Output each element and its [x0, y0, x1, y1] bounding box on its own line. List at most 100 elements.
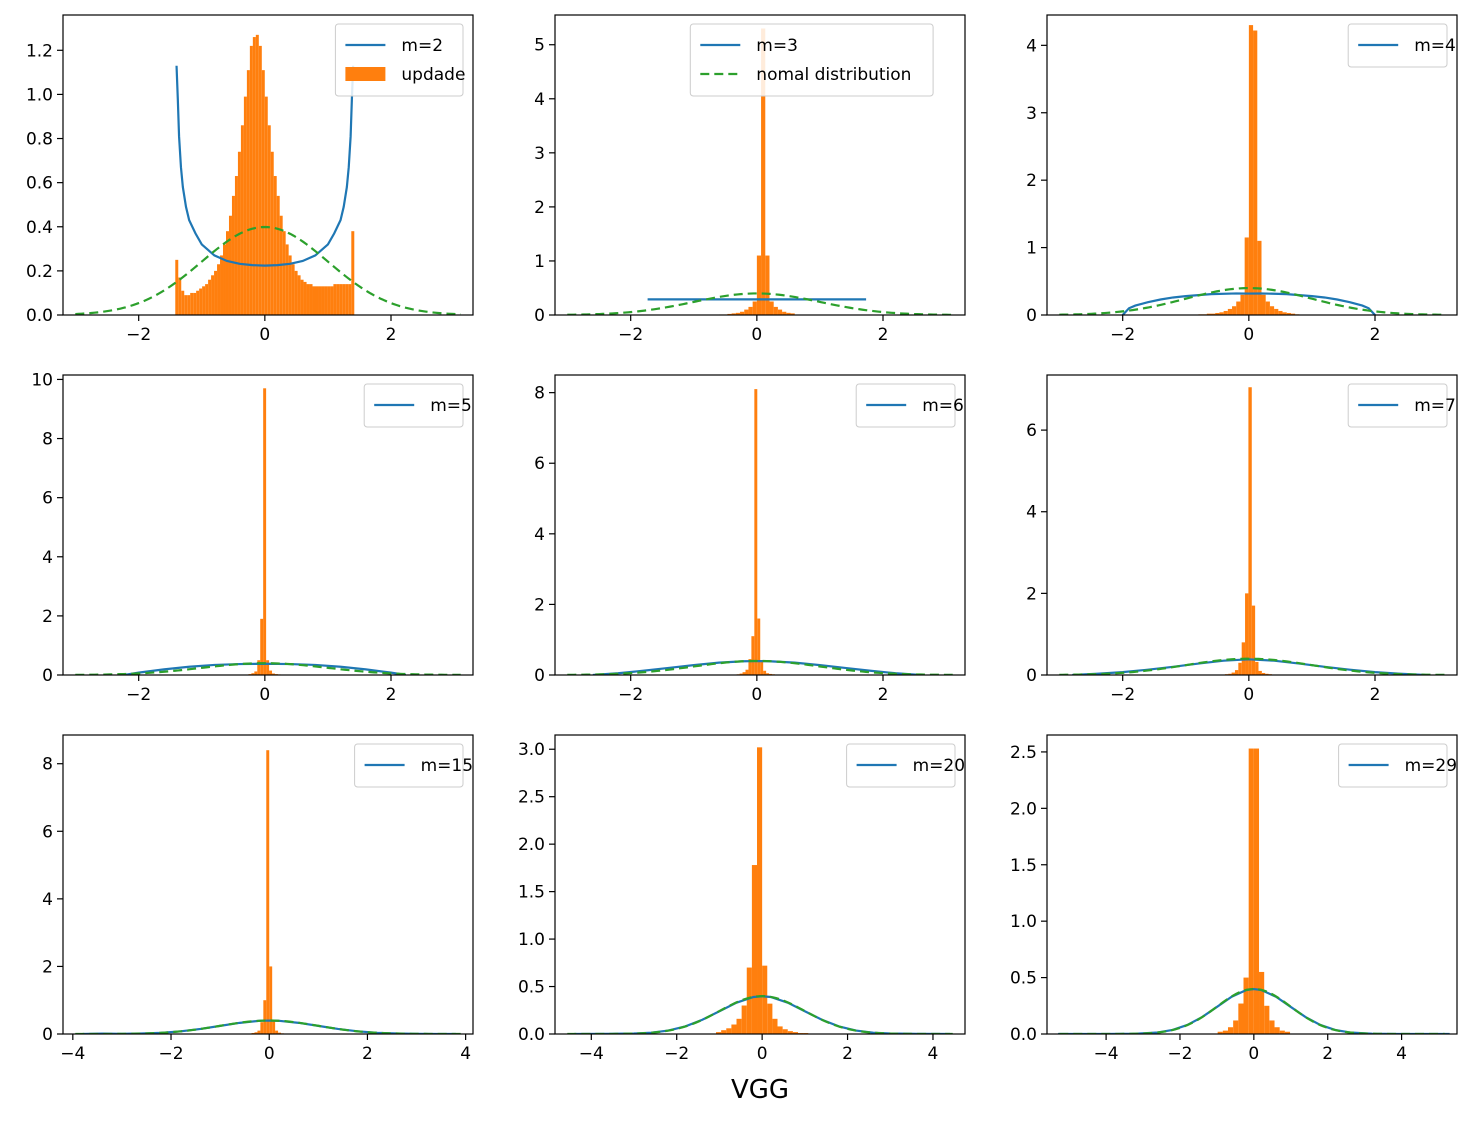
- hist-bar: [746, 967, 752, 1034]
- hist-bar: [740, 311, 745, 315]
- y-tick-label: 10: [31, 370, 53, 390]
- hist-bar: [1253, 30, 1258, 315]
- y-tick-label: 1.0: [518, 930, 545, 950]
- y-tick-label: 6: [42, 489, 53, 509]
- hist-bar: [787, 1031, 793, 1034]
- hist-bar: [269, 966, 273, 1034]
- hist-bar: [257, 1030, 261, 1034]
- hist-bar: [345, 284, 349, 315]
- x-tick-label: −2: [618, 685, 643, 705]
- x-tick-label: −4: [60, 1044, 85, 1064]
- normal-curve: [75, 225, 461, 315]
- x-tick-label: 0: [757, 1044, 768, 1064]
- hist-bar: [294, 270, 298, 315]
- hist-bar: [748, 659, 752, 675]
- hist-bar: [1231, 672, 1235, 675]
- legend-label: m=4: [1414, 36, 1456, 56]
- hist-bar: [258, 45, 262, 315]
- hist-bar: [243, 96, 247, 315]
- y-tick-label: 4: [42, 548, 53, 568]
- y-tick-label: 0: [534, 306, 545, 326]
- y-tick-label: 2: [42, 957, 53, 977]
- hist-bar: [217, 264, 221, 315]
- legend-label: m=7: [1414, 396, 1456, 416]
- legend-box: [689, 23, 934, 97]
- hist-bar: [1257, 240, 1262, 315]
- hist-bar: [276, 195, 280, 315]
- hist-bar: [1245, 593, 1249, 675]
- hist-bar: [782, 311, 787, 315]
- x-tick-label: −2: [126, 685, 151, 705]
- chart-m4: −2 0 2 0 1 2 3 4 m=4: [1026, 14, 1458, 345]
- hist-bar: [254, 1032, 258, 1034]
- hist-bar: [790, 313, 795, 315]
- hist-bar: [1248, 25, 1254, 315]
- y-tick-label: 2.5: [518, 788, 545, 808]
- hist-bar: [721, 1030, 727, 1034]
- x-tick-label: 0: [259, 685, 270, 705]
- hist-bar: [765, 255, 770, 315]
- hist-bar: [303, 281, 307, 315]
- hist-bar: [763, 670, 767, 675]
- hist-bar: [1236, 301, 1241, 315]
- legend: m=4: [1347, 23, 1456, 68]
- y-tick-label: 1.5: [518, 883, 545, 903]
- chart-m6: −2 0 2 0 2 4 6 8 m=6: [534, 374, 966, 705]
- y-tick-label: 4: [534, 525, 545, 545]
- hist-bar: [1264, 1005, 1270, 1034]
- hist-bar: [744, 309, 749, 315]
- y-tick-label: 1.0: [26, 85, 53, 105]
- hist-bar: [266, 750, 270, 1034]
- y-tick-label: 2: [1026, 171, 1037, 191]
- x-tick-label: 2: [878, 685, 889, 705]
- hist-bar: [324, 286, 328, 315]
- hist-bar: [260, 1022, 264, 1034]
- y-tick-label: 3: [534, 144, 545, 164]
- legend-label: m=15: [421, 756, 473, 776]
- hist-bar: [252, 37, 256, 315]
- x-tick-label: −2: [618, 325, 643, 345]
- hist-bar: [1223, 310, 1228, 315]
- hist-bar: [1248, 387, 1252, 675]
- series-line-m2: [175, 65, 355, 267]
- legend: m=29: [1338, 743, 1457, 788]
- legend-label: m=5: [430, 396, 472, 416]
- axes-frame: [554, 374, 966, 676]
- hist-bar: [751, 865, 758, 1034]
- hist-bar: [214, 270, 218, 315]
- hist-bar: [288, 255, 292, 315]
- hist-bar: [1282, 312, 1287, 315]
- hist-bar: [731, 1024, 737, 1034]
- x-tick-label: −2: [1110, 325, 1135, 345]
- x-tick-label: −4: [579, 1044, 604, 1064]
- hist-bar: [184, 295, 188, 315]
- hist-bar: [269, 670, 273, 675]
- hist-bar: [202, 286, 206, 315]
- hist-bar: [196, 290, 200, 315]
- y-tick-label: 0.5: [518, 978, 545, 998]
- hist-bar: [1265, 673, 1269, 675]
- hist-bar: [234, 176, 238, 315]
- hist-bar: [342, 284, 346, 315]
- y-tick-label: 0.0: [518, 1025, 545, 1045]
- legend-box: [334, 23, 464, 97]
- hist-bar: [777, 1026, 783, 1034]
- plot-area: [75, 388, 461, 675]
- hist-bar: [1269, 1020, 1275, 1034]
- hist-bar: [1261, 672, 1266, 675]
- legend: m=7: [1347, 383, 1456, 428]
- x-tick-label: −2: [1167, 1044, 1192, 1064]
- hist-bar: [309, 284, 313, 315]
- hist-bar: [767, 1003, 773, 1034]
- y-tick-label: 1.0: [1010, 912, 1037, 932]
- hist-bar: [726, 1028, 732, 1034]
- hist-bar: [266, 660, 270, 675]
- hist-bar: [199, 288, 203, 315]
- x-tick-label: 2: [842, 1044, 853, 1064]
- hist-bar: [736, 1018, 742, 1034]
- hist-bar: [208, 279, 212, 315]
- hist-bar: [264, 96, 268, 315]
- y-tick-label: 0.0: [1010, 1025, 1037, 1045]
- hist-bar: [761, 28, 766, 315]
- hist-bar: [756, 255, 762, 315]
